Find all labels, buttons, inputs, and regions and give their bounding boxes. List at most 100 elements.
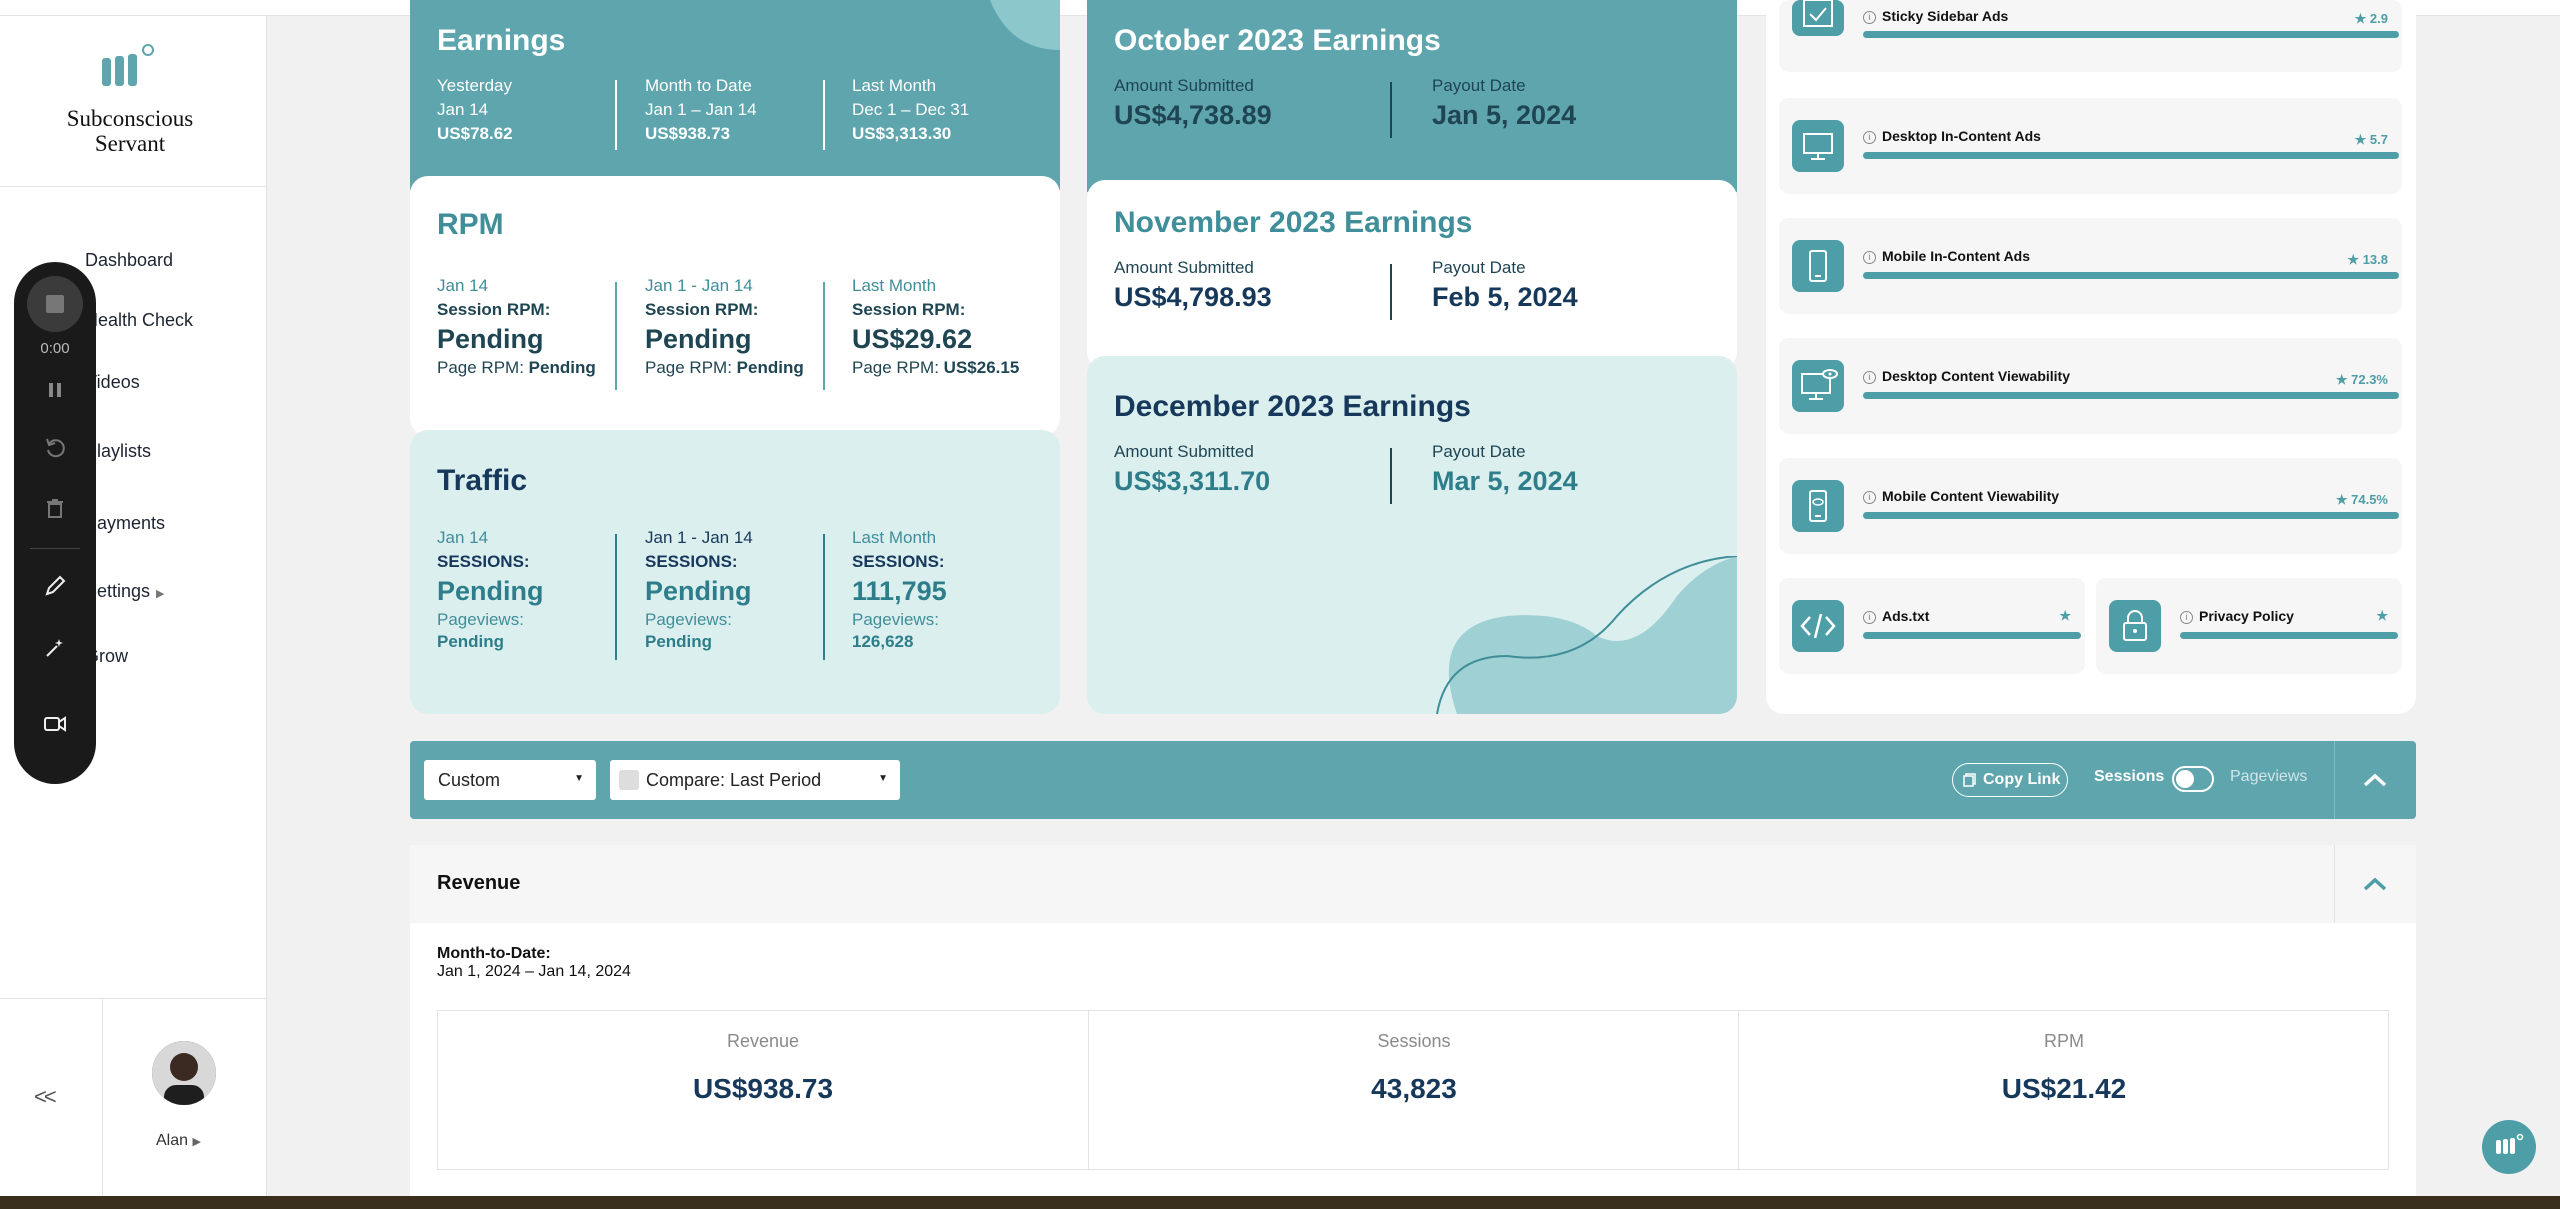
sidebar-item-payments[interactable]: Payments	[85, 513, 165, 534]
info-icon[interactable]: i	[1863, 250, 1876, 264]
score-card-desktop-in-content-ads[interactable]: i Desktop In-Content Ads ★ 5.7	[1779, 98, 2402, 194]
score-card-mobile-content-viewability[interactable]: i Mobile Content Viewability ★ 74.5%	[1779, 458, 2402, 554]
col-session-value: US$29.62	[852, 324, 973, 354]
cell-label: Revenue	[726, 1031, 800, 1051]
user-menu[interactable]: Alan ▶	[156, 1132, 201, 1150]
compare-select[interactable]: Compare: Last Period ▼	[610, 760, 900, 800]
sidebar-item-playlists[interactable]: Playlists	[85, 441, 151, 462]
col-label: Last Month	[852, 76, 937, 95]
date-range-select[interactable]: Custom ▼	[424, 760, 596, 800]
col-page-label: Page RPM:	[437, 358, 524, 377]
trash-icon[interactable]	[43, 496, 67, 520]
pen-icon[interactable]	[43, 574, 67, 598]
filter-bar: Custom ▼ Compare: Last Period ▼ Copy Link …	[410, 741, 2416, 819]
col-pv-value: Pending	[437, 632, 505, 651]
toggle-knob	[2176, 770, 2194, 788]
date-label: Payout Date	[1432, 76, 1526, 95]
divider	[1390, 264, 1392, 320]
divider	[1738, 1011, 1739, 1169]
score-card-desktop-content-viewability[interactable]: i Desktop Content Viewability ★ 72.3%	[1779, 338, 2402, 434]
logo-icon	[2496, 1133, 2524, 1154]
earnings-yesterday: Yesterday Jan 14 US$78.62	[437, 74, 513, 146]
revenue-section: Revenue Month-to-Date: Jan 1, 2024 – Jan…	[410, 845, 2416, 1196]
pause-icon[interactable]	[43, 378, 67, 402]
sidebar-item-health-check[interactable]: Health Check	[85, 310, 193, 331]
col-label: Jan 1 - Jan 14	[645, 276, 753, 295]
copy-link-button[interactable]: Copy Link	[1952, 763, 2068, 797]
info-icon[interactable]: i	[1863, 10, 1876, 24]
stop-recording-button[interactable]	[27, 276, 83, 332]
earnings-last-month: Last Month Dec 1 – Dec 31 US$3,313.30	[852, 74, 969, 146]
col-sessions-label: SESSIONS:	[852, 552, 945, 571]
col-session-label: Session RPM:	[852, 300, 966, 319]
traffic-col-0: Jan 14 SESSIONS: Pending Pageviews: Pend…	[437, 526, 544, 652]
cell-value: US$938.73	[692, 1073, 834, 1104]
sessions-pageviews-toggle[interactable]	[2172, 766, 2214, 792]
score-card-mobile-in-content-ads[interactable]: i Mobile In-Content Ads ★ 13.8	[1779, 218, 2402, 314]
chevron-up-icon[interactable]	[2362, 772, 2388, 788]
sidebar-item-dashboard[interactable]: Dashboard	[85, 250, 173, 271]
col-pv-value: 126,628	[852, 632, 914, 651]
score-value-text: 13.8	[2362, 252, 2388, 267]
score-value-text: 72.3%	[2351, 372, 2388, 387]
col-pv-label: Pageviews:	[852, 610, 939, 629]
score-card-ads-txt[interactable]: i Ads.txt ★	[1779, 578, 2085, 674]
copy-link-label: Copy Link	[1983, 771, 2061, 788]
avatar[interactable]	[152, 1041, 216, 1105]
col-label: Jan 1 - Jan 14	[645, 528, 753, 547]
cell-label: RPM	[2044, 1031, 2084, 1051]
summary-cell-rpm: RPM US$21.42	[1739, 1011, 2389, 1169]
mobile-icon	[1792, 240, 1844, 292]
col-session-label: Session RPM:	[645, 300, 759, 319]
score-name-text: Desktop Content Viewability	[1882, 368, 2070, 384]
divider	[823, 80, 825, 150]
col-sessions-label: SESSIONS:	[645, 552, 738, 571]
col-range: Dec 1 – Dec 31	[852, 100, 970, 119]
score-name-text: Sticky Sidebar Ads	[1882, 8, 2009, 24]
amount-value: US$4,798.93	[1114, 282, 1272, 312]
magic-wand-icon[interactable]	[43, 636, 67, 660]
col-label: Jan 14	[437, 276, 489, 295]
info-icon[interactable]: i	[1863, 370, 1876, 384]
chevron-up-icon[interactable]	[2362, 876, 2388, 892]
chat-widget-button[interactable]	[2482, 1120, 2536, 1174]
sidebar-item-settings[interactable]: Settings ▶	[85, 581, 165, 602]
col-value: US$938.73	[645, 124, 731, 143]
col-pv-label: Pageviews:	[645, 610, 732, 629]
score-bar	[2180, 632, 2398, 639]
score-card-sticky-sidebar-ads[interactable]: i Sticky Sidebar Ads ★ 2.9	[1779, 0, 2402, 72]
recording-time: 0:00	[40, 340, 70, 357]
info-icon[interactable]: i	[1863, 610, 1876, 624]
month-to-date: Month-to-Date: Jan 1, 2024 – Jan 14, 202…	[437, 945, 631, 981]
info-icon[interactable]: i	[1863, 490, 1876, 504]
divider	[30, 548, 80, 549]
divider	[102, 998, 103, 1196]
divider	[615, 80, 617, 150]
col-page-label: Page RPM:	[852, 358, 939, 377]
score-value: ★ 74.5%	[2335, 492, 2388, 507]
info-icon[interactable]: i	[2180, 610, 2193, 624]
revenue-header[interactable]: Revenue	[410, 845, 2416, 923]
sidebar-item-label: Videos	[85, 372, 140, 392]
sidebar-item-videos[interactable]: Videos	[85, 372, 140, 393]
col-label: Last Month	[852, 276, 937, 295]
divider	[0, 186, 266, 187]
star-icon: ★	[2376, 608, 2388, 623]
cell-value: 43,823	[1371, 1073, 1457, 1104]
score-value: ★ 13.8	[2347, 252, 2388, 267]
traffic-col-2: Last Month SESSIONS: 111,795 Pageviews: …	[852, 526, 947, 652]
score-value: ★ 5.7	[2354, 132, 2388, 147]
earnings-mtd: Month to Date Jan 1 – Jan 14 US$938.73	[645, 74, 757, 146]
collapse-sidebar-button[interactable]: <<	[34, 1084, 57, 1109]
date-range-value: Custom	[438, 770, 501, 790]
score-bar	[1863, 31, 2399, 38]
col-value: US$78.62	[437, 124, 513, 143]
camera-icon[interactable]	[43, 712, 67, 736]
mobile-eye-icon	[1792, 480, 1844, 532]
score-card-privacy-policy[interactable]: i Privacy Policy ★	[2096, 578, 2402, 674]
payout-amount: Amount Submitted US$4,738.89	[1114, 74, 1272, 132]
info-icon[interactable]: i	[1863, 130, 1876, 144]
restart-icon[interactable]	[43, 436, 67, 460]
score-name-text: Privacy Policy	[2199, 608, 2294, 624]
traffic-col-1: Jan 1 - Jan 14 SESSIONS: Pending Pagevie…	[645, 526, 753, 652]
